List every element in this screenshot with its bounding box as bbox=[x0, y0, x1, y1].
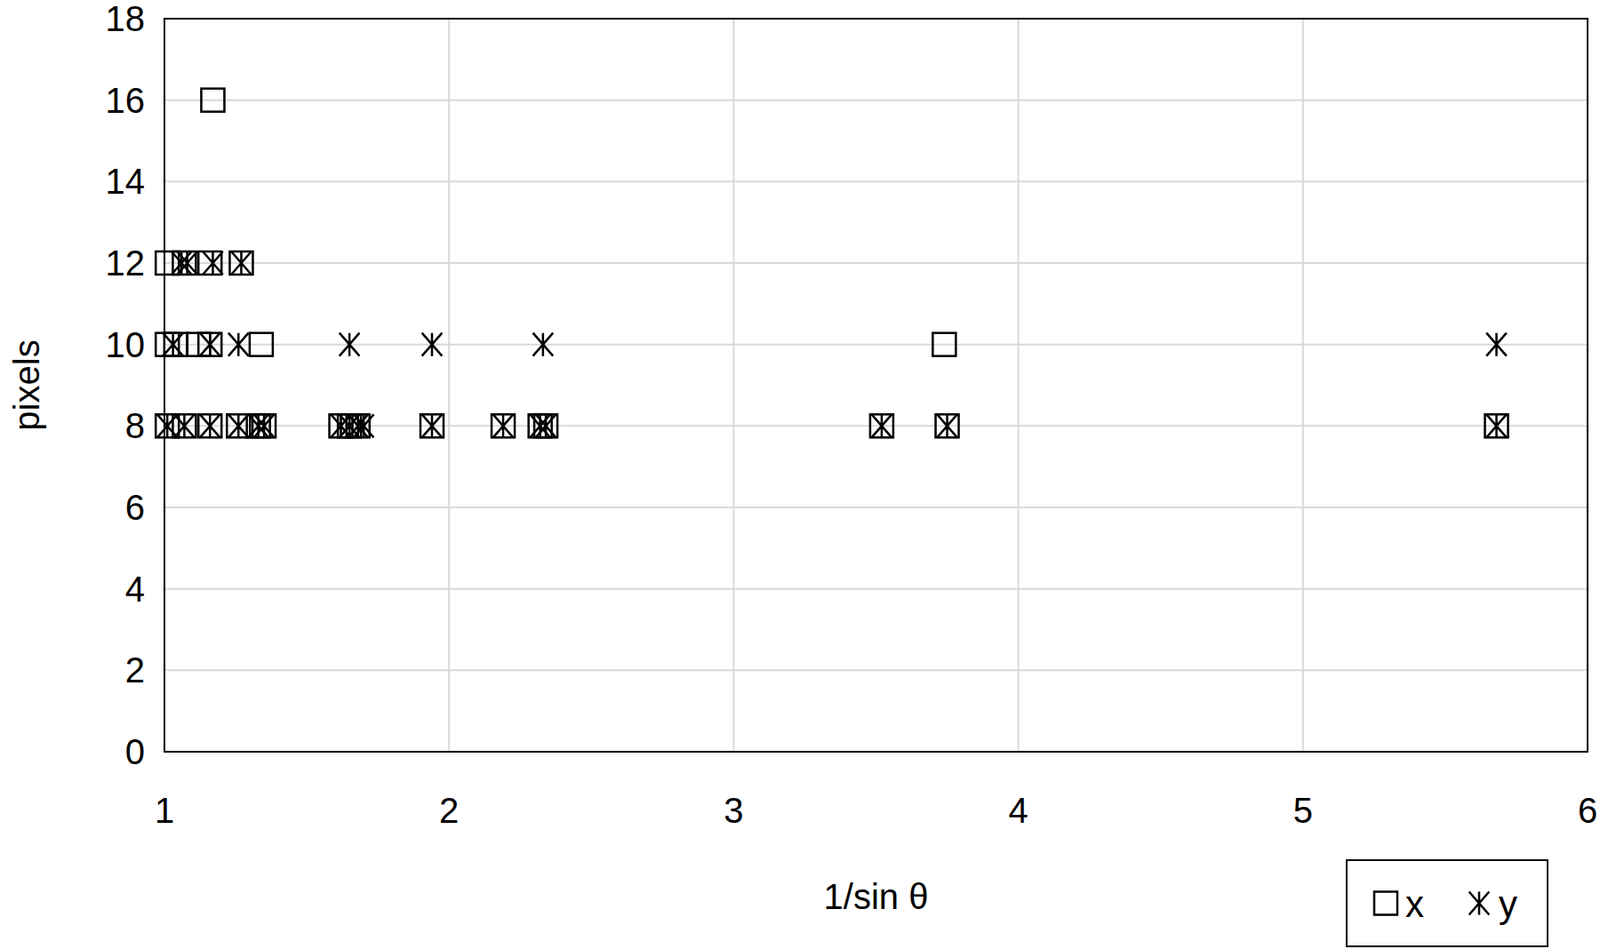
point bbox=[533, 333, 554, 357]
y-grid-line bbox=[164, 506, 1588, 509]
point bbox=[176, 251, 198, 275]
y-grid-line bbox=[164, 262, 1588, 264]
point bbox=[155, 414, 179, 438]
legend-box bbox=[1346, 860, 1548, 947]
point bbox=[164, 333, 188, 357]
y-tick-label: 0 bbox=[125, 732, 145, 772]
point bbox=[198, 414, 222, 438]
point bbox=[491, 414, 515, 438]
x-grid-line bbox=[448, 18, 450, 752]
point bbox=[1485, 414, 1509, 438]
point bbox=[936, 414, 960, 438]
y-tick-label: 4 bbox=[125, 569, 145, 609]
point bbox=[339, 333, 360, 357]
y-tick-label: 16 bbox=[105, 80, 146, 120]
point bbox=[936, 414, 958, 438]
x-tick-label: 5 bbox=[1293, 791, 1313, 831]
point bbox=[870, 414, 894, 438]
legend: xy bbox=[1346, 860, 1548, 947]
point bbox=[1486, 414, 1507, 438]
point bbox=[422, 414, 443, 438]
y-axis-title: pixels bbox=[7, 339, 47, 431]
y-tick-label: 8 bbox=[125, 406, 145, 446]
legend-marker bbox=[1374, 892, 1398, 916]
point bbox=[172, 251, 196, 275]
point bbox=[202, 251, 224, 275]
y-grid-line bbox=[164, 99, 1588, 102]
x-tick-label: 1 bbox=[154, 791, 175, 831]
point bbox=[252, 414, 276, 438]
point bbox=[198, 251, 222, 275]
legend-label: y bbox=[1498, 883, 1518, 926]
legend-marker bbox=[1469, 892, 1490, 916]
point bbox=[200, 88, 224, 112]
point bbox=[200, 333, 221, 357]
point bbox=[229, 251, 253, 275]
y-tick-label: 2 bbox=[125, 650, 145, 690]
y-grid-line bbox=[164, 588, 1588, 591]
x-axis-title: 1/sin θ bbox=[824, 877, 929, 917]
y-tick-label: 18 bbox=[105, 0, 146, 39]
x-grid-line bbox=[732, 18, 735, 752]
point bbox=[536, 414, 557, 438]
point bbox=[330, 414, 352, 438]
point bbox=[200, 414, 221, 438]
x-tick-label: 3 bbox=[723, 791, 744, 831]
point bbox=[420, 414, 444, 438]
y-grid-line bbox=[164, 344, 1588, 346]
point bbox=[872, 414, 893, 438]
y-tick-label: 12 bbox=[105, 243, 146, 283]
point bbox=[493, 414, 514, 438]
point bbox=[157, 414, 178, 438]
point bbox=[228, 414, 249, 438]
point bbox=[1486, 333, 1507, 357]
x-tick-label: 2 bbox=[439, 791, 459, 831]
point bbox=[228, 333, 249, 357]
y-tick-label: 6 bbox=[125, 488, 145, 528]
plot-frame bbox=[164, 18, 1588, 752]
y-tick-label: 10 bbox=[105, 325, 146, 365]
x-tick-label: 4 bbox=[1008, 791, 1028, 831]
x-tick-label: 6 bbox=[1577, 791, 1598, 831]
grid bbox=[164, 18, 1588, 752]
point bbox=[254, 414, 275, 438]
x-grid-line bbox=[1017, 18, 1020, 752]
point bbox=[422, 333, 443, 357]
point bbox=[932, 333, 956, 357]
y-grid-line bbox=[164, 669, 1588, 672]
point bbox=[198, 333, 222, 357]
point bbox=[534, 414, 558, 438]
x-grid-line bbox=[1302, 18, 1304, 752]
point bbox=[162, 333, 184, 357]
y-grid-line bbox=[164, 180, 1588, 183]
point bbox=[174, 414, 195, 438]
point bbox=[249, 333, 273, 357]
point bbox=[172, 414, 196, 438]
point bbox=[353, 414, 375, 438]
point bbox=[231, 251, 252, 275]
points bbox=[155, 88, 1508, 439]
y-grid-line bbox=[164, 424, 1588, 427]
chart: 0246810121416181234561/sin θpixelsxy bbox=[0, 0, 1600, 949]
y-tick-label: 14 bbox=[105, 161, 146, 201]
legend-label: x bbox=[1405, 883, 1424, 926]
